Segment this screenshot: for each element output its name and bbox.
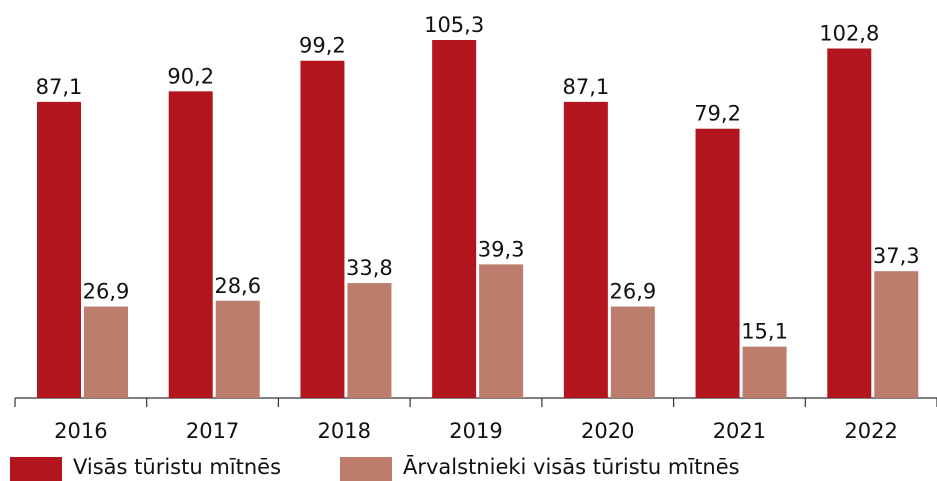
bar <box>874 271 919 398</box>
value-label: 99,2 <box>299 34 346 58</box>
value-label: 79,2 <box>694 102 741 126</box>
bar <box>347 283 392 398</box>
bar <box>432 40 477 398</box>
legend-swatch <box>340 457 392 481</box>
bar <box>610 306 655 398</box>
x-tick-label: 2019 <box>449 419 502 443</box>
legend-swatch <box>10 457 62 481</box>
value-label: 26,9 <box>83 280 130 304</box>
value-label: 26,9 <box>609 280 656 304</box>
value-label: 90,2 <box>167 64 214 88</box>
bar <box>479 264 524 398</box>
value-label: 102,8 <box>819 21 879 45</box>
legend-label: Visās tūristu mītnēs <box>73 455 281 479</box>
bar <box>168 91 213 399</box>
bar <box>695 128 740 398</box>
bar <box>37 101 81 399</box>
value-label: 28,6 <box>214 274 261 298</box>
value-label: 105,3 <box>424 13 484 37</box>
x-tick-label: 2021 <box>713 419 766 443</box>
bar <box>563 101 608 399</box>
x-tick-label: 2016 <box>54 419 107 443</box>
x-tick-label: 2017 <box>186 419 239 443</box>
bar <box>215 300 260 398</box>
bar <box>84 306 128 398</box>
bar <box>300 60 345 399</box>
bar <box>742 346 787 398</box>
value-label: 39,3 <box>478 237 525 261</box>
x-tick-label: 2022 <box>844 419 897 443</box>
legend-label: Ārvalstnieki visās tūristu mītnēs <box>403 455 740 479</box>
bar <box>827 48 872 399</box>
value-label: 87,1 <box>562 75 609 99</box>
value-label: 15,1 <box>741 320 788 344</box>
value-label: 87,1 <box>36 75 83 99</box>
value-label: 37,3 <box>873 244 920 268</box>
x-tick-label: 2018 <box>318 419 371 443</box>
x-tick-label: 2020 <box>581 419 634 443</box>
value-label: 33,8 <box>346 256 393 280</box>
